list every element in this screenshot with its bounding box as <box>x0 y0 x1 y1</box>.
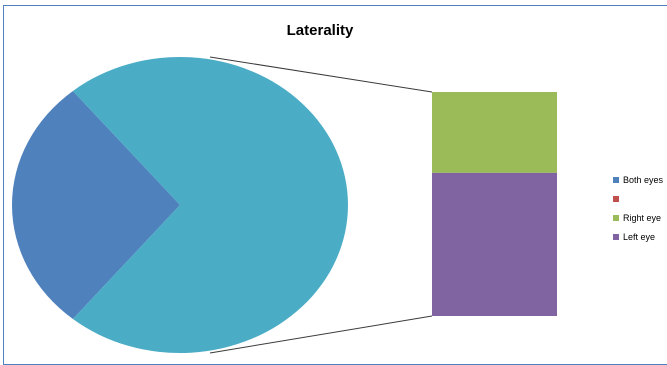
pie-slice-both-eyes <box>11 90 181 320</box>
connector-lines <box>209 56 433 354</box>
legend-swatch <box>613 233 619 240</box>
secondary-bar-group <box>432 92 557 316</box>
connector-line-bottom <box>209 315 433 354</box>
legend-label: Left eye <box>623 231 656 242</box>
bar-segment-left-eye <box>432 172 557 316</box>
legend-swatch <box>613 176 619 183</box>
legend-label: Both eyes <box>623 174 664 185</box>
bar-segment-right-eye <box>432 92 557 173</box>
legend-swatch <box>613 195 619 202</box>
legend-label: Right eye <box>623 212 662 223</box>
legend-item: Both eyes <box>613 170 663 189</box>
legend-item: Left eye <box>613 227 663 246</box>
legend-item <box>613 189 663 208</box>
connector-line-top <box>209 56 433 93</box>
pie-group <box>11 57 348 354</box>
legend-item: Right eye <box>613 208 663 227</box>
chart-title: Laterality <box>286 22 354 39</box>
legend: Both eyes Right eye Left eye <box>613 170 663 246</box>
legend-swatch <box>613 214 619 221</box>
pie-slice-other <box>72 57 348 354</box>
